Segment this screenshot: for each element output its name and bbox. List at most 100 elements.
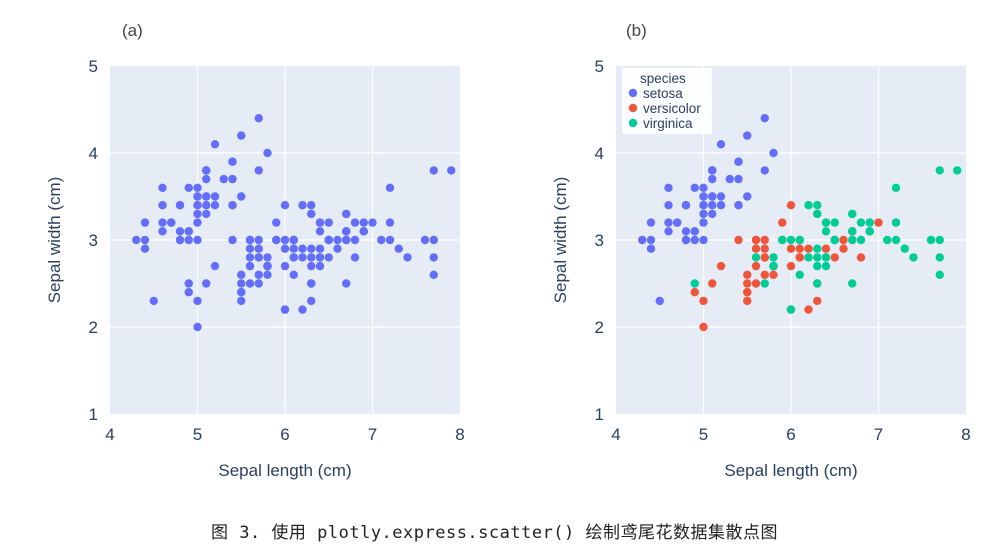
data-point xyxy=(699,235,708,245)
data-point xyxy=(307,279,316,288)
data-point xyxy=(210,192,220,201)
legend-item-setosa[interactable]: setosa xyxy=(643,86,683,101)
data-point xyxy=(751,235,761,245)
x-tick-label: 4 xyxy=(105,425,114,444)
data-point xyxy=(254,235,263,245)
data-point xyxy=(158,201,167,210)
data-point xyxy=(891,183,901,192)
data-point xyxy=(883,235,892,245)
data-point xyxy=(638,235,647,245)
data-point xyxy=(315,227,325,236)
data-point xyxy=(245,253,255,262)
data-point xyxy=(289,235,298,245)
data-point xyxy=(708,201,717,210)
data-point xyxy=(184,183,193,192)
data-point xyxy=(193,296,202,306)
data-point xyxy=(804,253,813,262)
data-point xyxy=(158,183,167,192)
data-point xyxy=(769,253,778,262)
y-axis-title: Sepal width (cm) xyxy=(551,177,570,304)
data-point xyxy=(830,218,839,227)
x-tick-label: 7 xyxy=(874,425,883,444)
y-tick-label: 5 xyxy=(595,57,604,76)
data-point xyxy=(708,192,717,201)
x-tick-label: 5 xyxy=(193,425,202,444)
data-point xyxy=(926,235,936,245)
x-axis-title: Sepal length (cm) xyxy=(218,461,351,480)
data-point xyxy=(813,253,822,262)
data-point xyxy=(716,261,726,271)
data-point xyxy=(263,261,272,271)
y-tick-label: 2 xyxy=(89,318,98,337)
data-point xyxy=(280,235,290,245)
data-point xyxy=(193,201,202,210)
data-point xyxy=(813,209,822,219)
data-point xyxy=(935,166,944,175)
data-point xyxy=(646,235,656,245)
data-point xyxy=(699,201,708,210)
data-point xyxy=(769,270,778,279)
x-axis-title: Sepal length (cm) xyxy=(724,461,857,480)
data-point xyxy=(263,270,272,279)
data-point xyxy=(333,244,342,253)
data-point xyxy=(289,253,298,262)
data-point xyxy=(289,270,298,279)
data-point xyxy=(210,201,220,210)
data-point xyxy=(298,253,307,262)
data-point xyxy=(664,218,673,227)
data-point xyxy=(786,201,796,210)
data-point xyxy=(307,296,316,306)
data-point xyxy=(821,218,831,227)
data-point xyxy=(769,261,778,271)
data-point xyxy=(324,235,333,245)
data-point xyxy=(280,244,290,253)
data-point xyxy=(342,209,351,219)
data-point xyxy=(795,270,804,279)
data-point xyxy=(237,279,246,288)
data-point xyxy=(708,174,717,184)
data-point xyxy=(184,279,193,288)
legend-marker xyxy=(628,88,638,98)
data-point xyxy=(699,183,708,192)
data-point xyxy=(708,279,717,288)
data-point xyxy=(848,209,857,219)
data-point xyxy=(760,114,769,123)
data-point xyxy=(830,253,839,262)
legend-item-versicolor[interactable]: versicolor xyxy=(643,101,701,116)
data-point xyxy=(699,218,708,227)
y-tick-label: 5 xyxy=(89,57,98,76)
data-point xyxy=(760,166,769,175)
data-point xyxy=(725,174,734,184)
data-point xyxy=(690,183,699,192)
data-point xyxy=(690,279,699,288)
data-point xyxy=(175,201,185,210)
data-point xyxy=(681,235,691,245)
data-point xyxy=(813,279,822,288)
data-point xyxy=(699,192,708,201)
data-point xyxy=(175,235,185,245)
data-point xyxy=(342,235,351,245)
data-point xyxy=(953,166,962,175)
data-point xyxy=(734,235,743,245)
data-point xyxy=(865,218,874,227)
data-point xyxy=(795,244,804,253)
y-tick-label: 3 xyxy=(89,231,98,250)
data-point xyxy=(429,166,438,175)
data-point xyxy=(760,244,769,253)
x-tick-label: 6 xyxy=(280,425,289,444)
data-point xyxy=(690,235,699,245)
data-point xyxy=(813,261,822,271)
legend-item-virginica[interactable]: virginica xyxy=(643,116,693,131)
data-point xyxy=(140,244,150,253)
data-point xyxy=(734,201,743,210)
data-point xyxy=(280,261,290,271)
data-point xyxy=(245,235,255,245)
figure: (a) 4 5 6 7 8 1 2 3 4 5 Sepal length (cm) Sepal widt… xyxy=(45,21,971,480)
data-point xyxy=(202,166,211,175)
data-point xyxy=(394,244,403,253)
data-point xyxy=(716,140,726,149)
data-point xyxy=(900,244,909,253)
data-point xyxy=(202,192,211,201)
data-point xyxy=(202,209,211,219)
